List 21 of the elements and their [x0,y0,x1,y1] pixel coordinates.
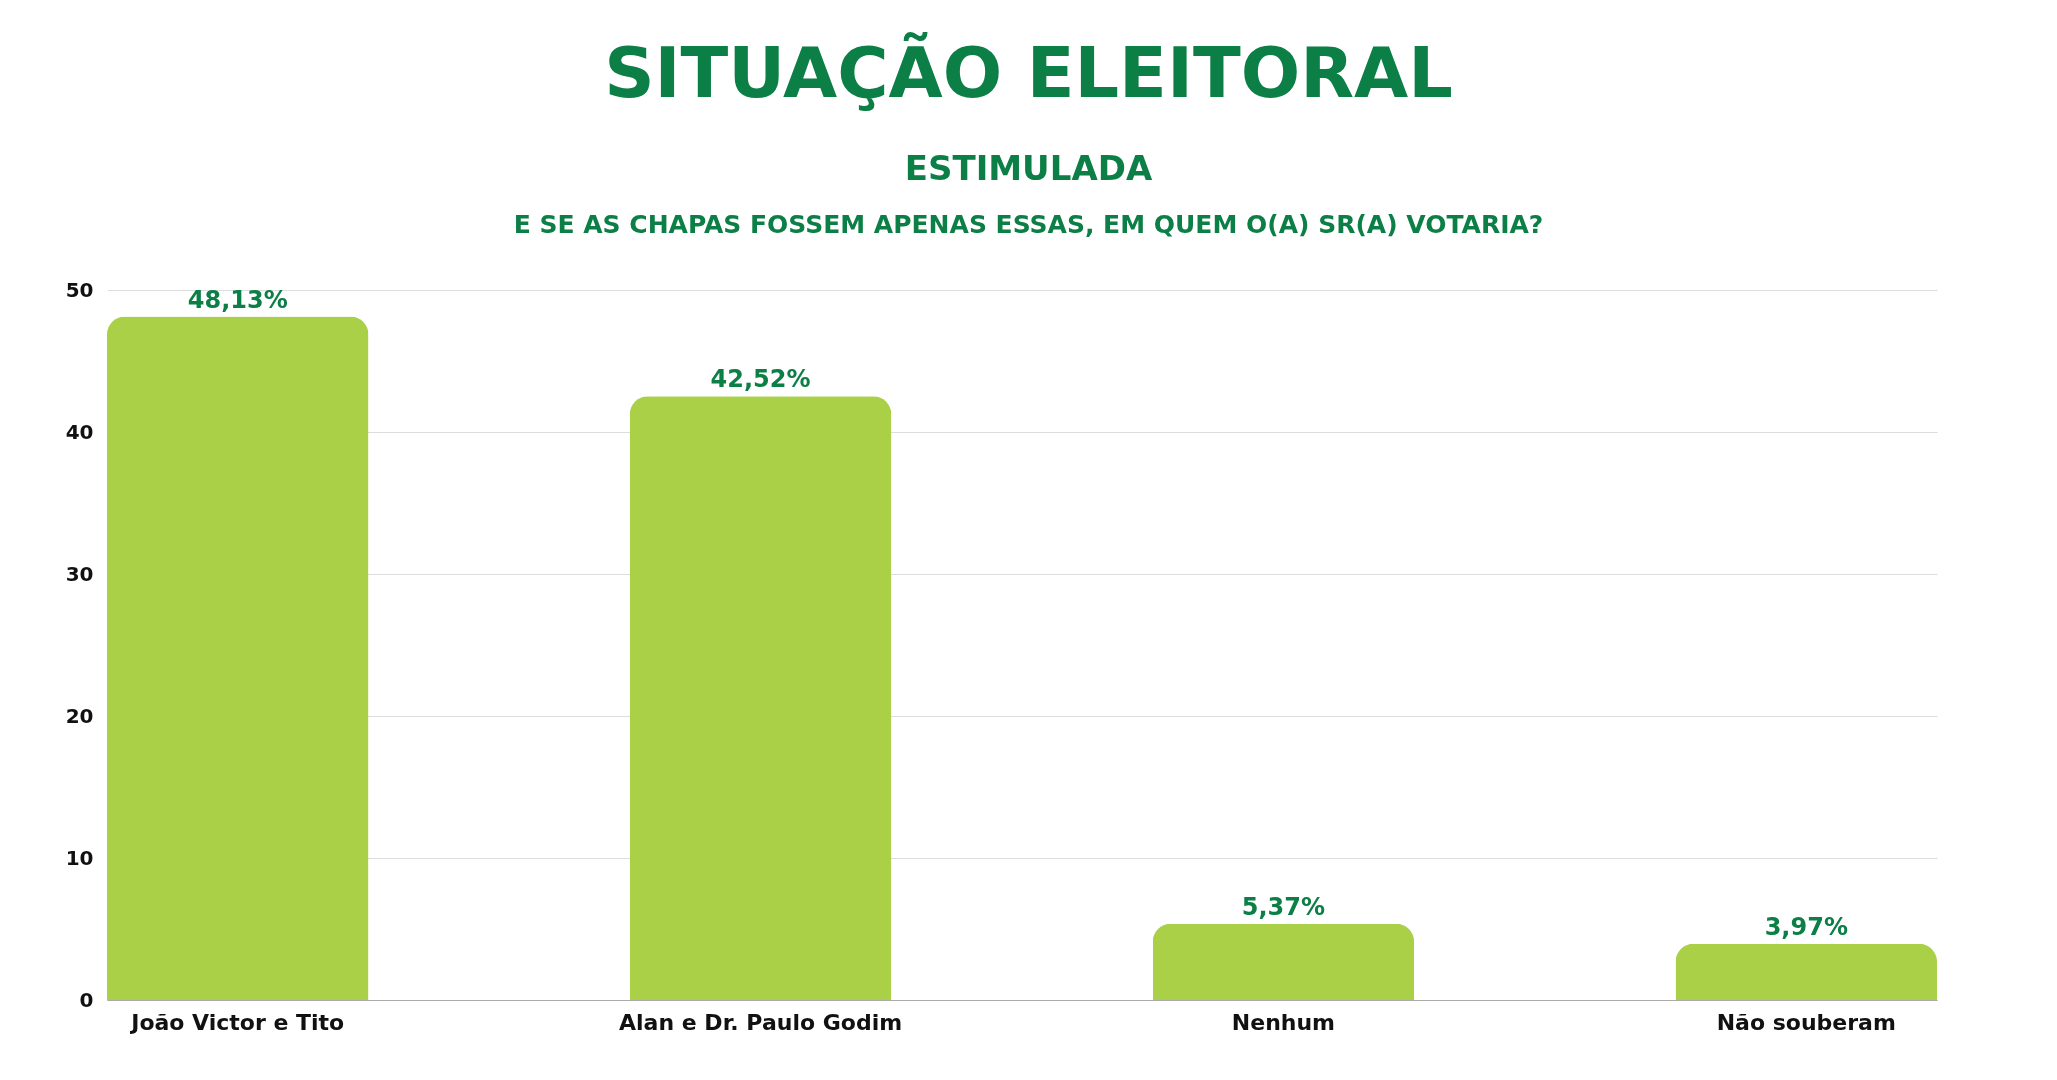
y-tick-label: 40 [65,419,94,444]
text: E SE AS CHAPAS FOSSEM APENAS ESSAS, EM QUEM O(A) SR(A) VOTARIA? [512,210,1545,239]
y-tick-label: 0 [79,987,94,1012]
y-tick-label: 10 [65,845,94,870]
y-tick-label: 50 [65,277,94,302]
x-tick-label: Não souberam [1716,1009,1896,1035]
data-label: 42,52% [710,365,811,394]
data-label: 3,97% [1764,912,1848,941]
bar [107,316,369,1000]
chart-subtitle: ESTIMULADA [903,148,1154,188]
y-tick-label: 30 [65,561,94,586]
chart-title: SITUAÇÃO ELEITORAL [603,32,1454,114]
data-label: 48,13% [187,285,288,314]
bar [1675,943,1937,1000]
bar [1152,923,1415,1000]
x-tick-label: Nenhum [1231,1009,1336,1035]
x-tick-label: Alan e Dr. Paulo Godim [619,1009,903,1035]
data-label: 5,37% [1241,892,1326,921]
x-tick-label: João Victor e Tito [129,1009,345,1035]
bar [629,396,892,1000]
y-tick-label: 20 [65,703,94,728]
